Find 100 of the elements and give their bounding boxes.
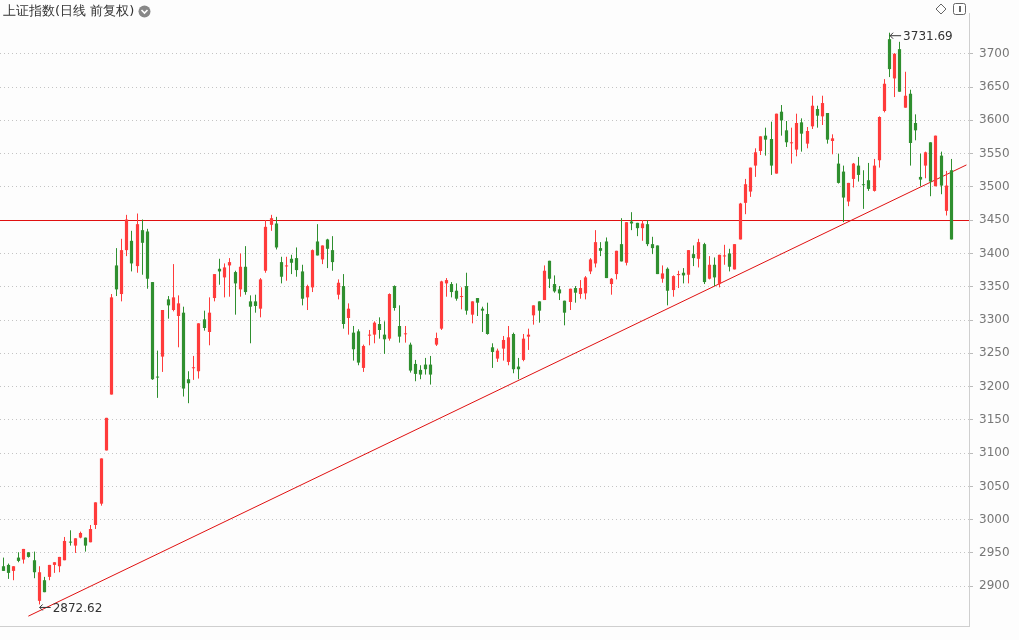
candlestick bbox=[614, 250, 619, 280]
candlestick bbox=[114, 247, 119, 297]
annotation: 2872.62 bbox=[52, 600, 103, 615]
candlestick bbox=[805, 126, 810, 149]
candlestick bbox=[222, 262, 227, 298]
y-tick-label: 3000 bbox=[979, 511, 1010, 526]
candlestick bbox=[753, 147, 758, 178]
candlestick bbox=[289, 254, 294, 275]
y-tick-label: 3150 bbox=[979, 411, 1010, 426]
y-tick-label: 3600 bbox=[979, 112, 1010, 127]
candlestick bbox=[593, 229, 598, 268]
candlestick bbox=[207, 296, 212, 346]
candlestick bbox=[367, 329, 372, 346]
y-tick-label: 3350 bbox=[979, 278, 1010, 293]
candlestick bbox=[470, 300, 475, 324]
candlestick bbox=[815, 105, 820, 129]
y-tick-label: 3250 bbox=[979, 345, 1010, 360]
candlestick bbox=[274, 216, 279, 250]
chart-title: 上证指数(日线 前复权) bbox=[3, 2, 135, 20]
candlestick bbox=[578, 279, 583, 300]
candlestick bbox=[32, 551, 37, 579]
candlestick bbox=[336, 278, 341, 300]
candlestick bbox=[691, 244, 696, 267]
candlestick bbox=[748, 167, 753, 198]
candlestick bbox=[129, 230, 134, 272]
candlestick bbox=[315, 223, 320, 256]
annotation: 3731.69 bbox=[903, 28, 953, 43]
candlestick bbox=[583, 275, 588, 300]
candlestick bbox=[861, 169, 866, 210]
candlestick bbox=[501, 335, 506, 362]
candlestick bbox=[712, 256, 717, 287]
candlestick bbox=[836, 153, 841, 185]
candlestick bbox=[397, 304, 402, 344]
candlestick bbox=[392, 284, 397, 312]
candlestick bbox=[918, 153, 923, 187]
candlestick bbox=[856, 156, 861, 183]
candlestick bbox=[377, 316, 382, 340]
candlestick bbox=[619, 217, 624, 262]
candlestick bbox=[485, 302, 490, 336]
candlestick bbox=[810, 95, 815, 130]
y-tick-label: 2950 bbox=[979, 545, 1010, 560]
candlestick bbox=[727, 248, 732, 272]
candlestick bbox=[851, 162, 856, 189]
candlestick bbox=[279, 256, 284, 284]
candlestick bbox=[351, 325, 356, 362]
candlestick bbox=[676, 270, 681, 289]
candlestick bbox=[763, 127, 768, 157]
y-tick-label: 3300 bbox=[979, 312, 1010, 327]
candlestick bbox=[212, 273, 217, 302]
candlestick bbox=[866, 162, 871, 192]
candlestick bbox=[305, 284, 310, 311]
candlestick bbox=[176, 294, 181, 348]
candlestick bbox=[913, 113, 918, 141]
candlestick bbox=[758, 135, 763, 156]
y-tick-label: 3700 bbox=[979, 45, 1010, 60]
candlestick bbox=[191, 355, 196, 381]
candlestick bbox=[537, 300, 542, 324]
candlestick bbox=[140, 219, 145, 276]
candlestick bbox=[186, 370, 191, 404]
candlestick bbox=[372, 320, 377, 344]
candlestick bbox=[645, 219, 650, 247]
candlestick bbox=[531, 304, 536, 326]
candlestick bbox=[459, 286, 464, 310]
y-tick-label: 3500 bbox=[979, 179, 1010, 194]
candlestick bbox=[784, 120, 789, 148]
candlestick bbox=[490, 342, 495, 369]
candlestick bbox=[166, 295, 171, 320]
y-tick-label: 3650 bbox=[979, 79, 1010, 94]
candlestick bbox=[923, 151, 928, 179]
candlestick bbox=[903, 71, 908, 109]
y-tick-label: 3050 bbox=[979, 478, 1010, 493]
candlestick bbox=[202, 310, 207, 332]
candlestick bbox=[413, 359, 418, 382]
candlestick bbox=[722, 244, 727, 266]
y-tick-label: 3400 bbox=[979, 245, 1010, 260]
candlestick bbox=[820, 95, 825, 126]
candlestick bbox=[68, 529, 73, 547]
candlestick bbox=[320, 244, 325, 265]
candlestick bbox=[155, 350, 160, 399]
candlestick bbox=[284, 256, 289, 282]
candlestick bbox=[671, 274, 676, 298]
candlestick bbox=[743, 178, 748, 215]
candlestick bbox=[480, 306, 485, 333]
candlestick bbox=[361, 344, 366, 373]
candlestick bbox=[830, 133, 835, 155]
candlestick bbox=[403, 325, 408, 344]
candlestick bbox=[238, 252, 243, 298]
y-tick-label: 3450 bbox=[979, 212, 1010, 227]
candlestick bbox=[233, 270, 238, 316]
y-tick-label: 3100 bbox=[979, 445, 1010, 460]
candlestick bbox=[428, 355, 433, 386]
candlestick bbox=[294, 246, 299, 278]
candlestick bbox=[330, 235, 335, 272]
candlestick bbox=[93, 501, 98, 530]
candlestick bbox=[325, 238, 330, 269]
candlestick bbox=[248, 294, 253, 344]
candlestick bbox=[665, 266, 670, 306]
candlestick bbox=[562, 300, 567, 326]
candlestick bbox=[521, 333, 526, 362]
candlestick bbox=[547, 260, 552, 289]
